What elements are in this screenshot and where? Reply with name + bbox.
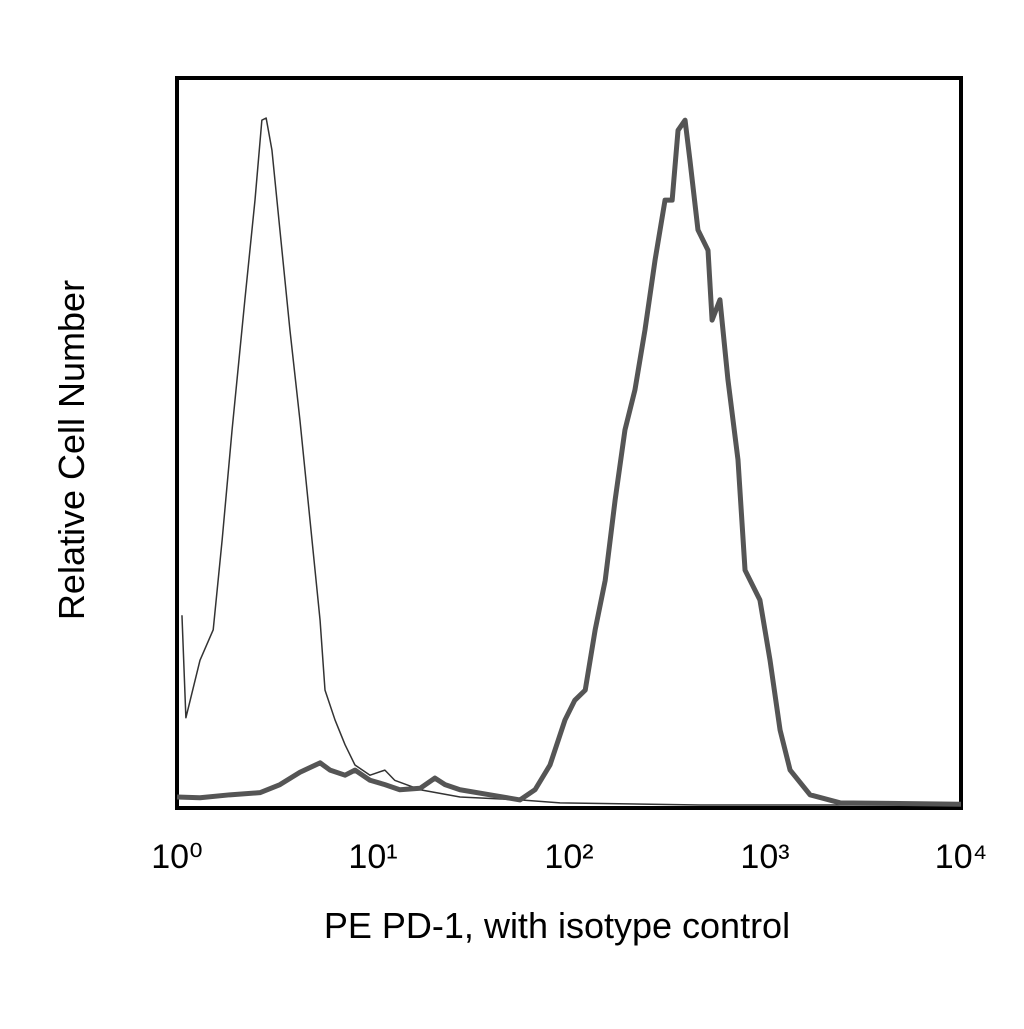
x-tick-label: 10³ [740,838,789,876]
x-tick-label: 10⁴ [935,838,987,876]
x-tick-label: 10⁰ [151,838,202,876]
plot-frame [175,76,963,810]
histogram-line [176,117,962,807]
x-axis-label: PE PD-1, with isotype control [324,905,790,946]
x-tick-label: 10² [544,838,593,876]
y-axis-label: Relative Cell Number [51,280,92,620]
histogram-line [181,117,961,806]
x-tick-label: 10¹ [348,838,397,876]
